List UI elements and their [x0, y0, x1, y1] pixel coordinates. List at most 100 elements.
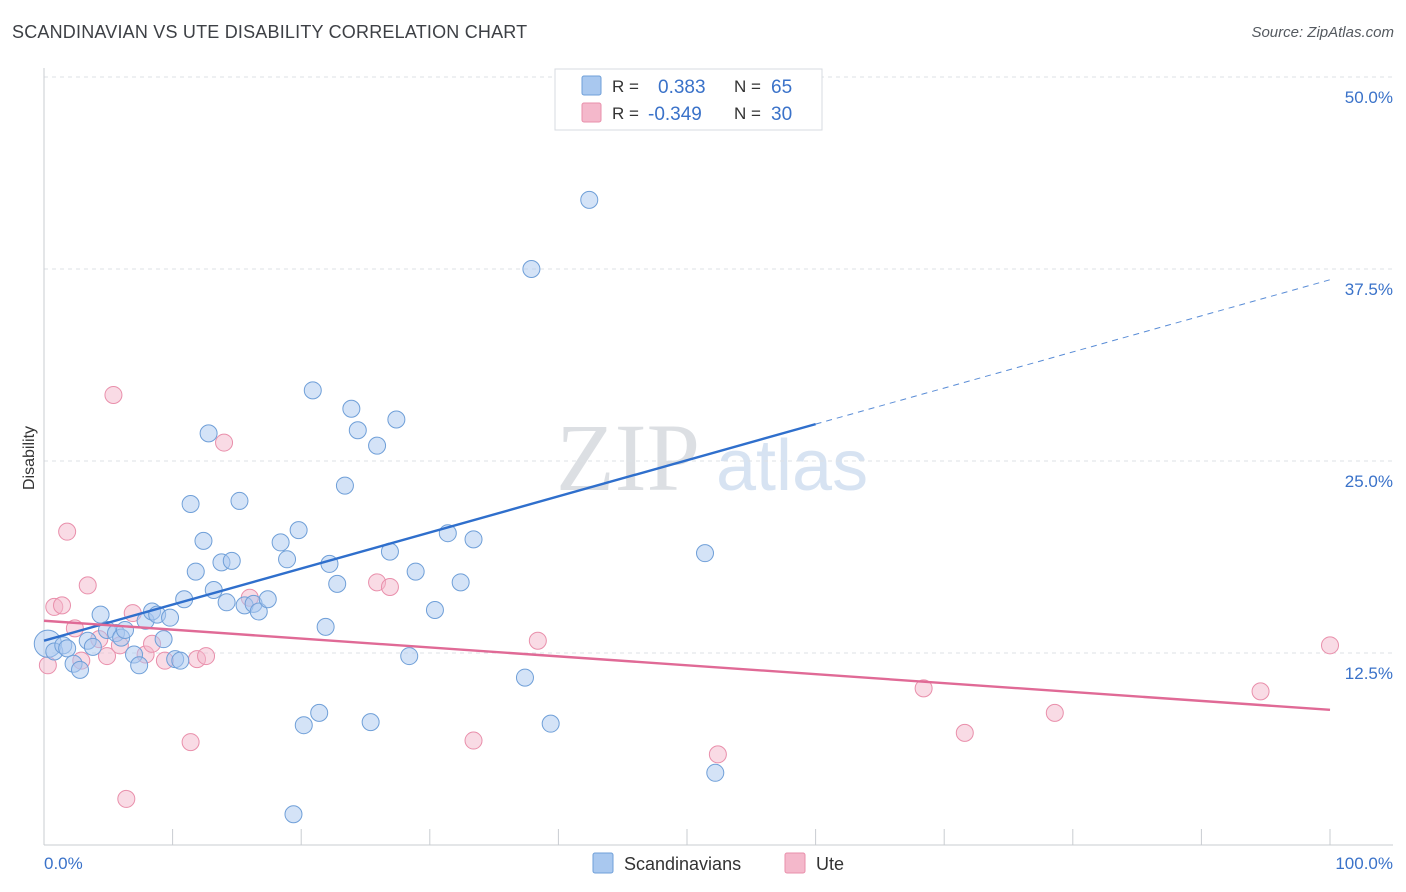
ute-point: [708, 745, 727, 764]
scandinavians-point: [464, 530, 483, 549]
scandinavians-point: [116, 620, 135, 639]
ute-point: [78, 576, 97, 595]
ute-point: [181, 733, 200, 752]
ute-point: [1045, 703, 1064, 722]
stats-legend: R = 0.383 N = 65 R = -0.349 N = 30: [554, 68, 823, 131]
scandinavians-point: [310, 703, 329, 722]
scandinavians-trend-line: [43, 422, 816, 642]
ute-point: [464, 731, 483, 750]
legend-swatch-scandinavians: [592, 852, 614, 874]
watermark-zip: ZIP: [556, 404, 700, 511]
ute-point: [117, 789, 136, 808]
scandinavians-point: [161, 608, 180, 627]
scandinavians-point: [706, 763, 725, 782]
scandinavians-point: [522, 260, 541, 278]
scandinavians-point: [580, 190, 599, 209]
scandinavians-point: [271, 533, 290, 552]
scandinavians-point: [342, 399, 361, 418]
scandinavians-point: [284, 805, 303, 824]
scandinavians-point: [348, 421, 367, 440]
stats-n-value-1: 65: [771, 77, 792, 98]
scandinavians-point: [368, 436, 387, 455]
legend-label-scandinavians: Scandinavians: [624, 854, 741, 874]
scandinavians-point: [400, 647, 419, 666]
scandinavians-point: [199, 424, 218, 443]
scandinavians-point: [91, 605, 110, 624]
scandinavians-point: [230, 491, 249, 510]
scandinavians-point: [696, 544, 715, 563]
scandinavians-point: [451, 573, 470, 592]
ute-point: [528, 631, 547, 650]
ute-point: [53, 596, 72, 615]
stats-r-label-2: R =: [612, 104, 639, 123]
scandinavians-point: [58, 639, 77, 658]
x-tick-label-min: 0.0%: [44, 854, 83, 873]
scandinavians-point: [278, 550, 297, 569]
y-tick-label: 25.0%: [1345, 472, 1393, 491]
watermark: ZIP atlas: [556, 404, 868, 511]
ute-trend-line: [43, 619, 1331, 712]
scandinavians-point: [222, 551, 241, 570]
ute-point: [1321, 636, 1339, 655]
chart-title: SCANDINAVIAN VS UTE DISABILITY CORRELATI…: [12, 22, 528, 42]
scandinavians-point: [181, 495, 200, 514]
legend-swatch-ute: [784, 852, 806, 874]
y-tick-label: 37.5%: [1345, 280, 1393, 299]
scandinavians-point: [425, 600, 444, 619]
x-axis-ticks: [172, 829, 1331, 845]
scandinavians-point: [217, 593, 236, 612]
scandinavians-point: [541, 714, 560, 733]
stats-r-value-1: 0.383: [658, 77, 706, 98]
stats-n-label-1: N =: [734, 77, 761, 96]
source-label: Source: ZipAtlas.com: [1251, 24, 1394, 41]
scandinavians-series: [33, 109, 725, 824]
y-tick-label: 12.5%: [1345, 664, 1393, 683]
scandinavians-point: [335, 476, 354, 495]
gridlines: [44, 76, 1393, 654]
scandinavians-point: [186, 562, 205, 581]
ute-series: [38, 385, 1339, 808]
legend-label-ute: Ute: [816, 854, 844, 874]
y-tick-label: 50.0%: [1345, 88, 1393, 107]
stats-n-value-2: 30: [771, 104, 792, 125]
watermark-atlas: atlas: [716, 426, 868, 506]
x-tick-label-max: 100.0%: [1335, 854, 1393, 873]
scandinavians-point: [515, 668, 534, 687]
stats-r-label-1: R =: [612, 77, 639, 96]
scandinavians-point: [316, 617, 335, 636]
scandinavians-point: [303, 381, 322, 400]
scandinavians-point: [71, 660, 90, 679]
stats-swatch-blue: [581, 75, 602, 96]
scandinavians-point: [83, 637, 102, 656]
y-tick-labels: 12.5% 25.0% 37.5% 50.0%: [1345, 88, 1393, 683]
ute-point: [104, 385, 123, 404]
ute-point: [98, 647, 117, 666]
scandinavians-point: [130, 656, 149, 675]
stats-swatch-pink: [581, 102, 602, 123]
scandinavians-point: [406, 562, 425, 581]
scandinavians-point: [171, 651, 190, 670]
scandinavians-point: [154, 630, 173, 649]
stats-r-value-2: -0.349: [648, 104, 702, 125]
scandinavians-point: [294, 716, 313, 735]
stats-n-label-2: N =: [734, 104, 761, 123]
ute-point: [1251, 682, 1270, 701]
scandinavians-point: [361, 713, 380, 732]
ute-point: [380, 577, 399, 596]
scandinavians-point: [258, 590, 277, 609]
scandinavians-point: [328, 574, 347, 593]
ute-point: [914, 679, 933, 698]
ute-point: [58, 522, 77, 541]
scandinavians-trend-extension: [815, 279, 1331, 425]
ute-point: [215, 433, 234, 452]
trend-lines: [43, 279, 1331, 712]
scandinavians-point: [249, 602, 268, 621]
ute-point: [955, 723, 974, 742]
scandinavians-point: [194, 531, 213, 550]
scandinavians-point: [387, 410, 406, 429]
ute-point: [197, 647, 216, 666]
y-axis-label: Disability: [21, 426, 38, 490]
bottom-legend: Scandinavians Ute: [592, 852, 844, 874]
scandinavians-point: [289, 521, 308, 540]
